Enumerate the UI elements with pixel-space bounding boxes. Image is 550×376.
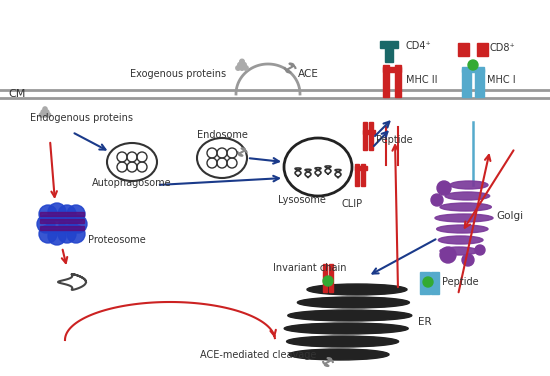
Ellipse shape	[445, 192, 490, 200]
Circle shape	[43, 107, 47, 111]
Bar	[40, 212, 84, 216]
Circle shape	[431, 194, 443, 206]
Bar	[420, 272, 430, 294]
Bar	[385, 44, 393, 62]
Circle shape	[67, 225, 85, 243]
Circle shape	[37, 215, 55, 233]
Bar	[380, 41, 398, 48]
Text: ACE-mediated cleavage: ACE-mediated cleavage	[200, 350, 316, 360]
Bar	[361, 164, 365, 186]
Bar	[383, 67, 401, 72]
Text: Invariant chain: Invariant chain	[273, 263, 346, 273]
Bar	[40, 226, 84, 230]
Circle shape	[462, 254, 474, 266]
Circle shape	[47, 113, 51, 117]
Circle shape	[69, 215, 87, 233]
Ellipse shape	[438, 236, 483, 244]
Bar	[323, 264, 327, 292]
Bar	[40, 219, 84, 223]
Ellipse shape	[437, 225, 488, 233]
Text: Golgi: Golgi	[496, 211, 523, 221]
Circle shape	[323, 276, 333, 286]
Ellipse shape	[440, 247, 478, 255]
Circle shape	[43, 113, 47, 117]
Text: Exogenous proteins: Exogenous proteins	[130, 69, 226, 79]
Circle shape	[59, 215, 77, 233]
Bar	[462, 67, 484, 72]
Circle shape	[423, 277, 433, 287]
Ellipse shape	[298, 297, 409, 308]
Circle shape	[475, 245, 485, 255]
Bar	[363, 122, 367, 150]
Text: CD8⁺: CD8⁺	[490, 43, 516, 53]
Text: MHC I: MHC I	[487, 75, 516, 85]
Text: Proteosome: Proteosome	[88, 235, 146, 245]
Ellipse shape	[450, 181, 488, 189]
Circle shape	[241, 62, 246, 67]
Text: MHC II: MHC II	[406, 75, 437, 85]
Circle shape	[440, 247, 456, 263]
Text: Endosome: Endosome	[196, 130, 248, 140]
Circle shape	[244, 66, 248, 70]
Bar	[395, 65, 401, 97]
Text: CD4⁺: CD4⁺	[406, 41, 432, 51]
Text: Autophagosome: Autophagosome	[92, 178, 172, 188]
Circle shape	[47, 215, 65, 233]
Text: Lysosome: Lysosome	[278, 195, 326, 205]
Bar	[462, 69, 471, 97]
Bar	[355, 166, 367, 170]
Bar	[329, 264, 333, 292]
Bar	[383, 65, 389, 97]
Text: ER: ER	[418, 317, 432, 327]
Text: Peptide: Peptide	[376, 135, 412, 145]
Circle shape	[240, 66, 244, 70]
Ellipse shape	[289, 349, 389, 360]
Bar	[458, 43, 469, 56]
Text: ACE: ACE	[298, 69, 319, 79]
Ellipse shape	[440, 203, 491, 211]
Bar	[477, 43, 488, 56]
Ellipse shape	[287, 336, 399, 347]
Circle shape	[39, 205, 57, 223]
Ellipse shape	[288, 310, 412, 321]
Bar	[363, 130, 375, 134]
Circle shape	[437, 181, 451, 195]
Circle shape	[48, 203, 66, 221]
Text: Peptide: Peptide	[442, 277, 478, 287]
Circle shape	[236, 66, 240, 70]
Bar	[369, 122, 373, 150]
Circle shape	[41, 110, 45, 114]
Circle shape	[45, 110, 49, 114]
Circle shape	[39, 225, 57, 243]
Circle shape	[58, 225, 76, 243]
Ellipse shape	[307, 284, 407, 295]
Circle shape	[48, 227, 66, 245]
Text: Endogenous proteins: Endogenous proteins	[30, 113, 134, 123]
Circle shape	[468, 60, 478, 70]
Circle shape	[238, 62, 243, 67]
Ellipse shape	[435, 214, 493, 222]
Bar	[431, 272, 439, 294]
Text: CLIP: CLIP	[342, 199, 362, 209]
Bar	[355, 164, 359, 186]
Text: CM: CM	[8, 89, 25, 99]
Ellipse shape	[284, 323, 408, 334]
Circle shape	[58, 205, 76, 223]
Bar	[475, 69, 484, 97]
Circle shape	[39, 113, 43, 117]
Circle shape	[240, 59, 244, 64]
Circle shape	[67, 205, 85, 223]
